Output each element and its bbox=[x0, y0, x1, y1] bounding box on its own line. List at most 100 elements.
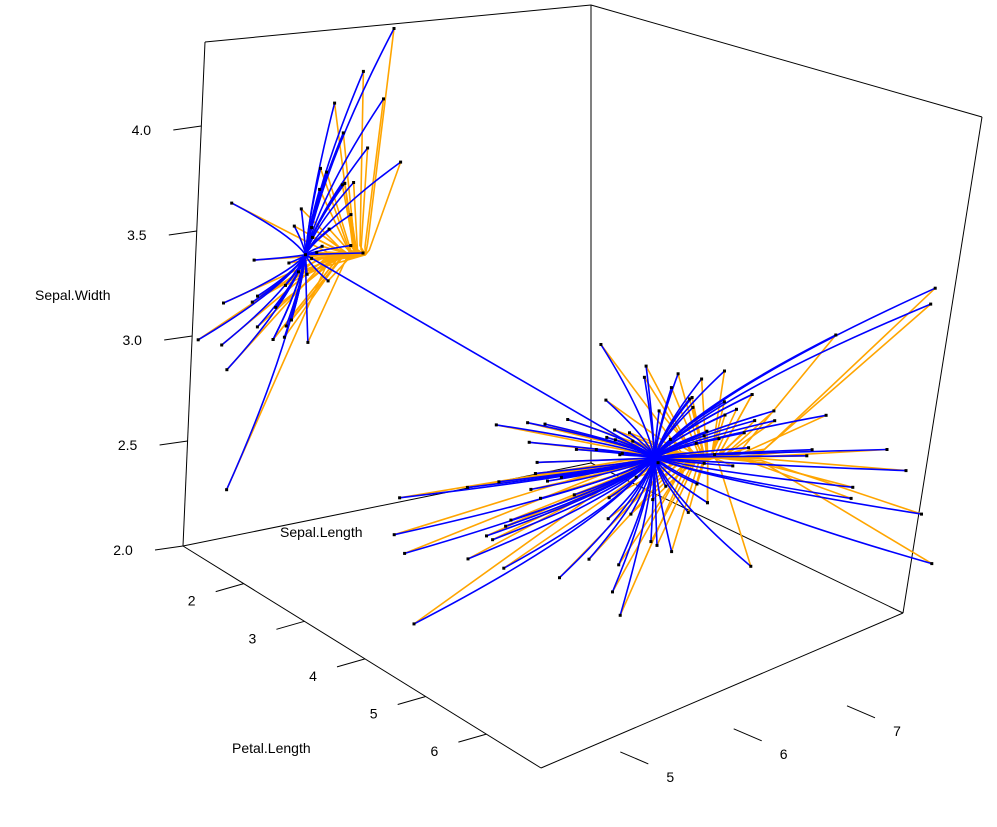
data-point bbox=[629, 512, 633, 516]
data-point bbox=[753, 419, 757, 423]
y-tick-label: 3 bbox=[249, 630, 257, 646]
y-tick-mark bbox=[397, 696, 426, 705]
data-point bbox=[304, 253, 307, 257]
data-point bbox=[292, 224, 296, 228]
x-tick-mark bbox=[620, 751, 649, 765]
data-point bbox=[657, 409, 661, 413]
orange-link-line bbox=[364, 161, 402, 256]
data-point bbox=[670, 550, 674, 554]
blue-link-curve bbox=[653, 287, 936, 459]
z-axis-label: Sepal.Width bbox=[35, 287, 110, 303]
data-point bbox=[705, 429, 709, 433]
y-tick-mark bbox=[336, 658, 366, 668]
data-point bbox=[282, 335, 286, 339]
data-point bbox=[546, 479, 549, 483]
orange-link-line bbox=[714, 456, 852, 500]
data-point bbox=[222, 301, 225, 305]
y-tick-mark bbox=[276, 620, 305, 630]
blue-link-curve bbox=[654, 456, 853, 489]
blue-link-curve bbox=[304, 184, 343, 255]
data-point bbox=[325, 170, 329, 174]
data-point bbox=[713, 453, 717, 457]
data-point bbox=[628, 431, 631, 435]
center-link-line bbox=[305, 254, 656, 459]
z-tick-mark bbox=[164, 335, 193, 341]
y-axis-label: Petal.Length bbox=[232, 740, 311, 756]
data-point bbox=[559, 475, 563, 479]
data-point bbox=[310, 226, 314, 230]
data-point bbox=[747, 446, 751, 450]
data-point bbox=[319, 166, 322, 170]
data-point bbox=[694, 441, 698, 445]
data-point bbox=[605, 435, 609, 439]
data-point bbox=[824, 413, 828, 417]
data-point bbox=[690, 396, 694, 399]
data-point bbox=[617, 563, 621, 567]
blue-link-curve bbox=[600, 344, 656, 458]
data-point bbox=[920, 512, 923, 516]
data-point bbox=[543, 422, 547, 426]
data-point bbox=[284, 324, 288, 328]
z-tick-label: 3.0 bbox=[122, 332, 142, 348]
data-point bbox=[315, 250, 319, 254]
y-tick-label: 4 bbox=[309, 668, 317, 684]
data-point bbox=[299, 207, 303, 211]
data-point bbox=[284, 283, 287, 287]
blue-link-curve bbox=[223, 254, 307, 304]
x-tick-label: 5 bbox=[666, 769, 674, 785]
data-point bbox=[700, 377, 704, 381]
y-tick-mark bbox=[458, 733, 487, 743]
data-point bbox=[361, 251, 365, 255]
data-point bbox=[810, 448, 814, 452]
data-point bbox=[613, 438, 617, 442]
data-point bbox=[289, 318, 293, 322]
box-edge bbox=[902, 116, 983, 614]
data-point bbox=[604, 398, 608, 402]
blue-link-curve bbox=[467, 457, 656, 560]
blue-link-curve bbox=[653, 378, 703, 458]
data-point bbox=[723, 369, 726, 373]
y-tick-label: 6 bbox=[431, 743, 439, 759]
axis-ticks: 2.0 2.5 3.0 3.5 4.0 2 3 4 5 6 5 6 7 bbox=[113, 122, 901, 785]
data-point bbox=[252, 258, 256, 262]
y-tick-label: 2 bbox=[188, 593, 196, 609]
data-point bbox=[587, 557, 591, 561]
data-point bbox=[297, 270, 300, 274]
x-axis-label: Sepal.Length bbox=[280, 524, 363, 540]
blue-link-curve bbox=[251, 254, 307, 303]
blue-link-curve bbox=[221, 254, 307, 346]
data-point bbox=[326, 279, 330, 283]
box-edge bbox=[590, 462, 904, 614]
blue-link-curve bbox=[645, 366, 656, 458]
data-point bbox=[749, 564, 753, 568]
blue-link-curve bbox=[653, 457, 752, 567]
data-point bbox=[691, 405, 695, 409]
data-point bbox=[607, 496, 611, 500]
data-point bbox=[664, 484, 668, 488]
blue-link-curve bbox=[574, 457, 656, 496]
data-point bbox=[491, 538, 495, 542]
data-point bbox=[773, 419, 777, 423]
data-point bbox=[333, 101, 337, 105]
data-point bbox=[399, 160, 403, 164]
data-point bbox=[702, 434, 706, 438]
data-point bbox=[606, 517, 610, 521]
data-point bbox=[933, 286, 937, 290]
data-point bbox=[723, 413, 727, 417]
data-point bbox=[271, 338, 275, 341]
data-point bbox=[465, 485, 469, 489]
data-point bbox=[382, 97, 385, 101]
data-point bbox=[885, 448, 889, 451]
data-point bbox=[613, 428, 617, 432]
data-point bbox=[340, 183, 344, 187]
blue-link-curve bbox=[304, 254, 309, 343]
data-point bbox=[669, 386, 673, 390]
data-point bbox=[929, 302, 933, 306]
data-point bbox=[274, 305, 278, 309]
z-tick-mark bbox=[159, 440, 188, 446]
data-point bbox=[772, 409, 776, 413]
data-point bbox=[535, 460, 539, 464]
data-point bbox=[558, 576, 561, 580]
